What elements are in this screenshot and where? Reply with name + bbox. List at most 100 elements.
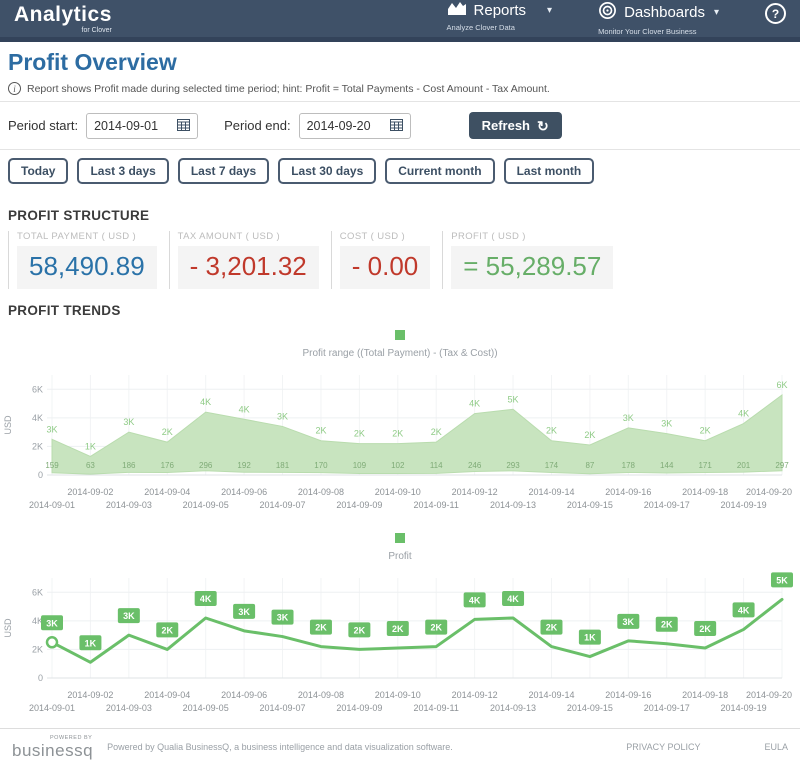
svg-text:2014-09-12: 2014-09-12	[452, 487, 498, 497]
chevron-down-icon: ▾	[547, 5, 552, 16]
stat-card-label: PROFIT ( USD )	[451, 231, 613, 242]
quick-button-last-7-days[interactable]: Last 7 days	[178, 158, 269, 184]
svg-text:2014-09-15: 2014-09-15	[567, 703, 613, 713]
svg-text:246: 246	[468, 461, 482, 470]
svg-text:4K: 4K	[507, 594, 519, 604]
svg-text:2K: 2K	[546, 426, 557, 436]
svg-text:181: 181	[276, 461, 290, 470]
calendar-icon[interactable]	[390, 118, 403, 134]
app-logo: Analytics for Clover	[14, 4, 112, 34]
svg-text:2K: 2K	[661, 620, 673, 630]
svg-text:2014-09-01: 2014-09-01	[29, 500, 75, 510]
refresh-button[interactable]: Refresh ↻	[469, 112, 562, 139]
svg-text:2014-09-18: 2014-09-18	[682, 690, 728, 700]
svg-text:4K: 4K	[32, 413, 43, 423]
quick-button-last-3-days[interactable]: Last 3 days	[77, 158, 168, 184]
stat-card-label: COST ( USD )	[340, 231, 431, 242]
svg-text:2014-09-10: 2014-09-10	[375, 690, 421, 700]
page-title: Profit Overview	[8, 49, 792, 76]
svg-text:2014-09-19: 2014-09-19	[721, 500, 767, 510]
profit-structure-cards: TOTAL PAYMENT ( USD ) 58,490.89 TAX AMOU…	[8, 231, 792, 289]
svg-text:2014-09-01: 2014-09-01	[29, 703, 75, 713]
svg-text:2014-09-03: 2014-09-03	[106, 500, 152, 510]
svg-text:2K: 2K	[699, 624, 711, 634]
report-hint-text: Report shows Profit made during selected…	[27, 83, 550, 95]
nav-menu-reports[interactable]: Reports ▾ Analyze Clover Data	[447, 1, 553, 32]
svg-text:2014-09-07: 2014-09-07	[260, 703, 306, 713]
svg-text:2014-09-09: 2014-09-09	[336, 500, 382, 510]
stat-card-tax-amount: TAX AMOUNT ( USD ) - 3,201.32	[169, 231, 331, 289]
profit-line-chart-legend: Profit	[0, 533, 800, 564]
powered-by-label: POWERED BY	[50, 736, 93, 742]
period-end-input[interactable]: 2014-09-20	[299, 113, 411, 139]
stat-card-value-3: = 55,289.57	[451, 246, 613, 289]
svg-text:5K: 5K	[508, 394, 519, 404]
svg-text:2014-09-17: 2014-09-17	[644, 703, 690, 713]
stat-card-label: TAX AMOUNT ( USD )	[178, 231, 319, 242]
svg-text:170: 170	[314, 461, 328, 470]
legend-swatch-icon	[395, 533, 405, 543]
svg-text:3K: 3K	[238, 607, 250, 617]
svg-text:2014-09-14: 2014-09-14	[528, 487, 574, 497]
svg-text:2K: 2K	[431, 427, 442, 437]
app-logo-text: Analytics	[14, 4, 112, 25]
svg-text:102: 102	[391, 461, 405, 470]
period-start-label: Period start:	[8, 118, 78, 133]
footer-text: Powered by Qualia BusinessQ, a business …	[107, 742, 453, 752]
svg-text:3K: 3K	[623, 413, 634, 423]
line-chart-icon	[447, 1, 467, 20]
svg-text:2014-09-07: 2014-09-07	[260, 500, 306, 510]
svg-text:2014-09-05: 2014-09-05	[183, 500, 229, 510]
nav-menu-dashboards[interactable]: Dashboards ▾ Monitor Your Clover Busines…	[598, 1, 719, 36]
svg-text:109: 109	[353, 461, 367, 470]
svg-text:2014-09-20: 2014-09-20	[746, 690, 792, 700]
eula-link[interactable]: EULA	[764, 742, 788, 752]
refresh-icon: ↻	[537, 119, 549, 133]
quick-button-current-month[interactable]: Current month	[385, 158, 494, 184]
svg-text:2K: 2K	[162, 625, 174, 635]
svg-text:2014-09-06: 2014-09-06	[221, 690, 267, 700]
svg-text:3K: 3K	[46, 424, 57, 434]
profit-trends-heading: PROFIT TRENDS	[8, 303, 792, 318]
svg-text:2014-09-18: 2014-09-18	[682, 487, 728, 497]
svg-text:2014-09-15: 2014-09-15	[567, 500, 613, 510]
svg-text:1K: 1K	[584, 633, 596, 643]
svg-text:4K: 4K	[738, 409, 749, 419]
profit-structure-heading: PROFIT STRUCTURE	[8, 208, 792, 223]
svg-text:6K: 6K	[32, 384, 43, 394]
svg-text:1K: 1K	[85, 638, 97, 648]
profit-line-chart-svg: 02K4K6KUSD2014-09-012014-09-022014-09-03…	[2, 566, 797, 724]
quick-button-today[interactable]: Today	[8, 158, 68, 184]
svg-text:296: 296	[199, 461, 213, 470]
svg-text:2014-09-13: 2014-09-13	[490, 500, 536, 510]
svg-text:2K: 2K	[315, 623, 327, 633]
nav-menu-reports-label: Reports	[474, 2, 527, 19]
help-button[interactable]: ?	[765, 3, 786, 24]
svg-text:0: 0	[38, 470, 43, 480]
legend-swatch-icon	[395, 330, 405, 340]
svg-text:87: 87	[585, 461, 594, 470]
quick-button-last-30-days[interactable]: Last 30 days	[278, 158, 376, 184]
period-start-input[interactable]: 2014-09-01	[86, 113, 198, 139]
svg-text:6K: 6K	[32, 587, 43, 597]
svg-text:2014-09-04: 2014-09-04	[144, 690, 190, 700]
footer: POWERED BY businessq Powered by Qualia B…	[0, 728, 800, 768]
svg-text:159: 159	[45, 461, 59, 470]
svg-text:2014-09-03: 2014-09-03	[106, 703, 152, 713]
svg-text:2K: 2K	[354, 429, 365, 439]
svg-text:293: 293	[506, 461, 520, 470]
svg-text:2014-09-20: 2014-09-20	[746, 487, 792, 497]
svg-text:2014-09-11: 2014-09-11	[414, 703, 459, 713]
privacy-policy-link[interactable]: PRIVACY POLICY	[626, 742, 700, 752]
svg-text:3K: 3K	[661, 419, 672, 429]
navbar: Analytics for Clover Reports ▾ Analyze C…	[0, 0, 800, 42]
svg-text:2014-09-09: 2014-09-09	[336, 703, 382, 713]
period-controls: Period start: 2014-09-01 Period end: 201…	[0, 102, 800, 149]
svg-text:2K: 2K	[546, 623, 558, 633]
svg-text:3K: 3K	[46, 618, 58, 628]
app-logo-subtitle: for Clover	[14, 27, 112, 34]
svg-text:4K: 4K	[200, 397, 211, 407]
calendar-icon[interactable]	[177, 118, 190, 134]
quick-button-last-month[interactable]: Last month	[504, 158, 595, 184]
legend-label: Profit range ((Total Payment) - (Tax & C…	[302, 348, 497, 359]
